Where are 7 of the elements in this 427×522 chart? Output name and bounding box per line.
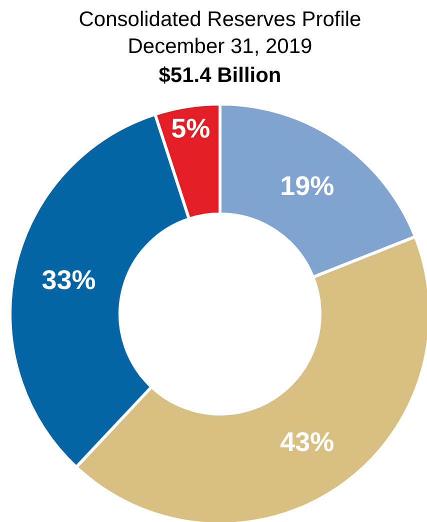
data-label: 19% bbox=[280, 170, 334, 201]
text: $51.4 Billion bbox=[158, 64, 282, 87]
chart-title: Consolidated Reserves Profile bbox=[78, 8, 362, 31]
data-label: 33% bbox=[42, 265, 96, 296]
chart-subtitle: December 31, 2019 bbox=[128, 35, 312, 58]
data-label: 5% bbox=[171, 113, 210, 144]
data-label: 43% bbox=[280, 427, 334, 458]
